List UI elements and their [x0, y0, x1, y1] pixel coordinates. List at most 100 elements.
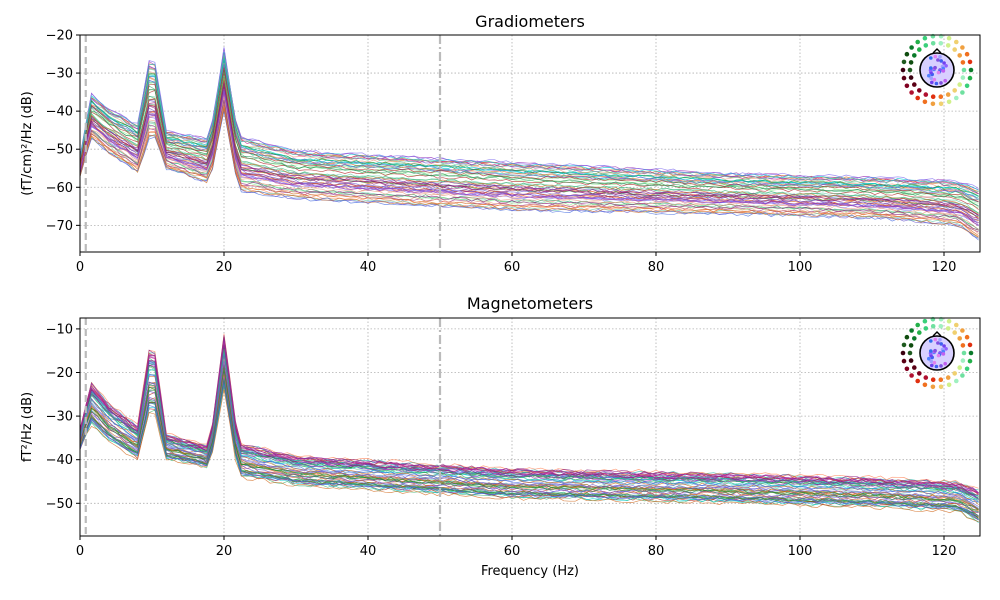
psd-trace [79, 82, 979, 217]
sensor-dot [968, 350, 974, 356]
x-tick-label: 120 [932, 260, 957, 275]
sensor-dot [908, 358, 914, 363]
sensor-dot [960, 60, 966, 65]
sensor-dot [939, 342, 943, 346]
sensor-dot [930, 324, 936, 329]
sensor-dot [915, 378, 920, 384]
sensor-dot [946, 382, 952, 388]
sensor-dot [932, 77, 937, 82]
psd-trace [79, 92, 979, 226]
psd-trace [79, 344, 979, 496]
sensor-dot [954, 39, 959, 45]
sensor-dot [917, 88, 922, 93]
sensor-dot [900, 67, 906, 73]
sensor-dot [936, 341, 940, 345]
sensor-dot [909, 90, 914, 95]
psd-trace [79, 86, 979, 220]
sensor-dot [922, 35, 928, 41]
sensor-dot [946, 35, 952, 41]
plot-title: Magnetometers [467, 294, 593, 313]
sensor-dot [929, 359, 933, 364]
sensor-dot [912, 82, 917, 87]
sensor-dot [967, 358, 973, 364]
sensor-dot [961, 67, 967, 73]
sensor-dot [938, 377, 944, 383]
sensor-dot [908, 343, 914, 348]
sensor-dot [900, 350, 906, 356]
sensor-dot [944, 347, 948, 351]
sensor-dot [952, 88, 957, 93]
sensor-dot [930, 94, 936, 99]
sensor-dot [934, 81, 939, 86]
sensor-dot [941, 352, 946, 356]
sensor-dot [929, 76, 933, 80]
sensor-dot [957, 82, 962, 87]
sensor-dot [964, 51, 970, 57]
sensor-dot [957, 365, 962, 370]
y-tick-label: −70 [46, 219, 73, 234]
gradiometers-plot: 0 20 40 60 80 100 120 −70 −60 −50 −40 −30 −20 Gradi… [20, 12, 981, 275]
psd-trace [79, 97, 979, 231]
psd-trace [79, 47, 979, 189]
sensor-dot [960, 75, 966, 80]
sensor-dot [933, 348, 937, 353]
sensor-dot [938, 94, 944, 99]
sensor-dot [907, 350, 913, 356]
y-tick-label: −40 [46, 453, 73, 468]
sensor-dot [922, 382, 928, 388]
nose-mark [932, 48, 942, 54]
sensor-dot [909, 373, 914, 378]
psd-trace [79, 54, 979, 193]
x-tick-label: 80 [648, 544, 665, 559]
sensor-dot [912, 53, 917, 58]
sensor-dot [960, 328, 965, 333]
sensor-dot [952, 47, 957, 52]
sensor-dot [915, 39, 920, 45]
sensor-dot [901, 75, 907, 81]
sensor-dot [960, 90, 965, 95]
sensor-dot [946, 318, 952, 324]
psd-trace [79, 381, 979, 520]
sensor-dot [923, 92, 929, 97]
sensor-dot [923, 326, 929, 331]
sensor-dot [943, 361, 947, 366]
sensor-dot [942, 61, 946, 65]
head-outline [919, 52, 955, 88]
y-tick-label: −20 [46, 366, 73, 381]
sensor-dot [934, 364, 939, 369]
y-tick-label: −60 [46, 181, 73, 196]
sensor-dot [960, 45, 965, 50]
sensor-dot [922, 318, 928, 324]
sensor-dot [954, 378, 959, 384]
sensor-dot [939, 59, 943, 63]
sensor-dot [960, 358, 966, 363]
sensor-dot [930, 41, 936, 46]
y-tick-label: −50 [46, 497, 73, 512]
sensor-dot [967, 75, 973, 81]
sensor-dot [904, 334, 910, 340]
sensor-dot [933, 65, 937, 70]
sensor-dot [945, 43, 951, 48]
head-outline [919, 335, 955, 371]
sensor-dot [961, 350, 967, 356]
sensor-dot [936, 353, 941, 358]
sensor-dot [957, 53, 962, 58]
psd-traces [79, 333, 979, 523]
plot-area [80, 318, 980, 536]
x-ticks: 0 20 40 60 80 100 120 [76, 536, 957, 559]
x-tick-label: 120 [932, 544, 957, 559]
sensor-dot [930, 384, 936, 390]
sensor-dot [957, 336, 962, 341]
sensor-dot [927, 356, 931, 361]
magnetometers-plot: 0 20 40 60 80 100 120 −50 −40 −30 −20 −10 Magnetom… [20, 294, 981, 579]
sensor-dot [938, 324, 944, 329]
sensor-dot [923, 375, 929, 380]
psd-trace [79, 379, 979, 517]
reference-lines [84, 35, 442, 252]
psd-trace [79, 100, 979, 231]
psd-trace [79, 349, 979, 499]
sensor-dot [923, 43, 929, 48]
sensor-dot [964, 366, 970, 372]
psd-trace [79, 67, 979, 203]
sensor-dot [909, 328, 914, 333]
